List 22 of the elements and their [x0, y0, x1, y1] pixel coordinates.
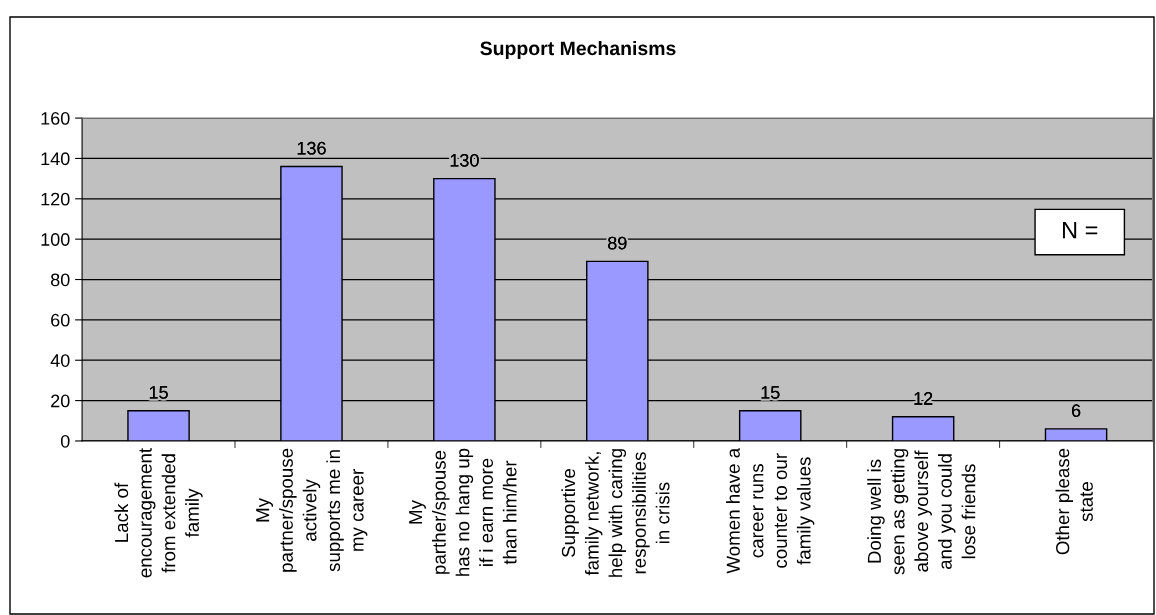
- data-label: 15: [149, 386, 168, 399]
- y-tick-label: 60: [51, 313, 70, 327]
- x-tick-label: My parther/spouse has no hang up if i earn more than him/her: [409, 448, 517, 576]
- y-tick-label: 120: [41, 192, 70, 206]
- data-label: 6: [1071, 404, 1081, 417]
- y-tick-label: 140: [41, 152, 70, 166]
- data-label: 136: [297, 141, 326, 155]
- data-label: 15: [761, 386, 780, 399]
- x-tick-label: Other please state: [1055, 448, 1093, 555]
- y-tick-label: 80: [50, 273, 70, 287]
- annotation: N =: [1062, 221, 1098, 239]
- x-tick-label: Lack of encouragement from extended family: [114, 448, 203, 578]
- data-label: 89: [608, 236, 627, 250]
- chart-title: Support Mechanisms: [480, 40, 676, 60]
- x-tick-label: Doing well is seen as getting above yourself and you could lose friends: [867, 449, 976, 575]
- y-tick-label: 0: [60, 434, 70, 448]
- y-tick-label: 40: [50, 354, 70, 367]
- x-tick-label: Supportive family network, help with caring responsibilities in crisis: [561, 449, 670, 577]
- x-tick-label: Women have a career runs counter to our family values: [726, 447, 815, 574]
- y-tick-label: 20: [51, 394, 70, 408]
- y-tick-label: 100: [41, 233, 70, 246]
- y-tick-label: 160: [41, 112, 70, 125]
